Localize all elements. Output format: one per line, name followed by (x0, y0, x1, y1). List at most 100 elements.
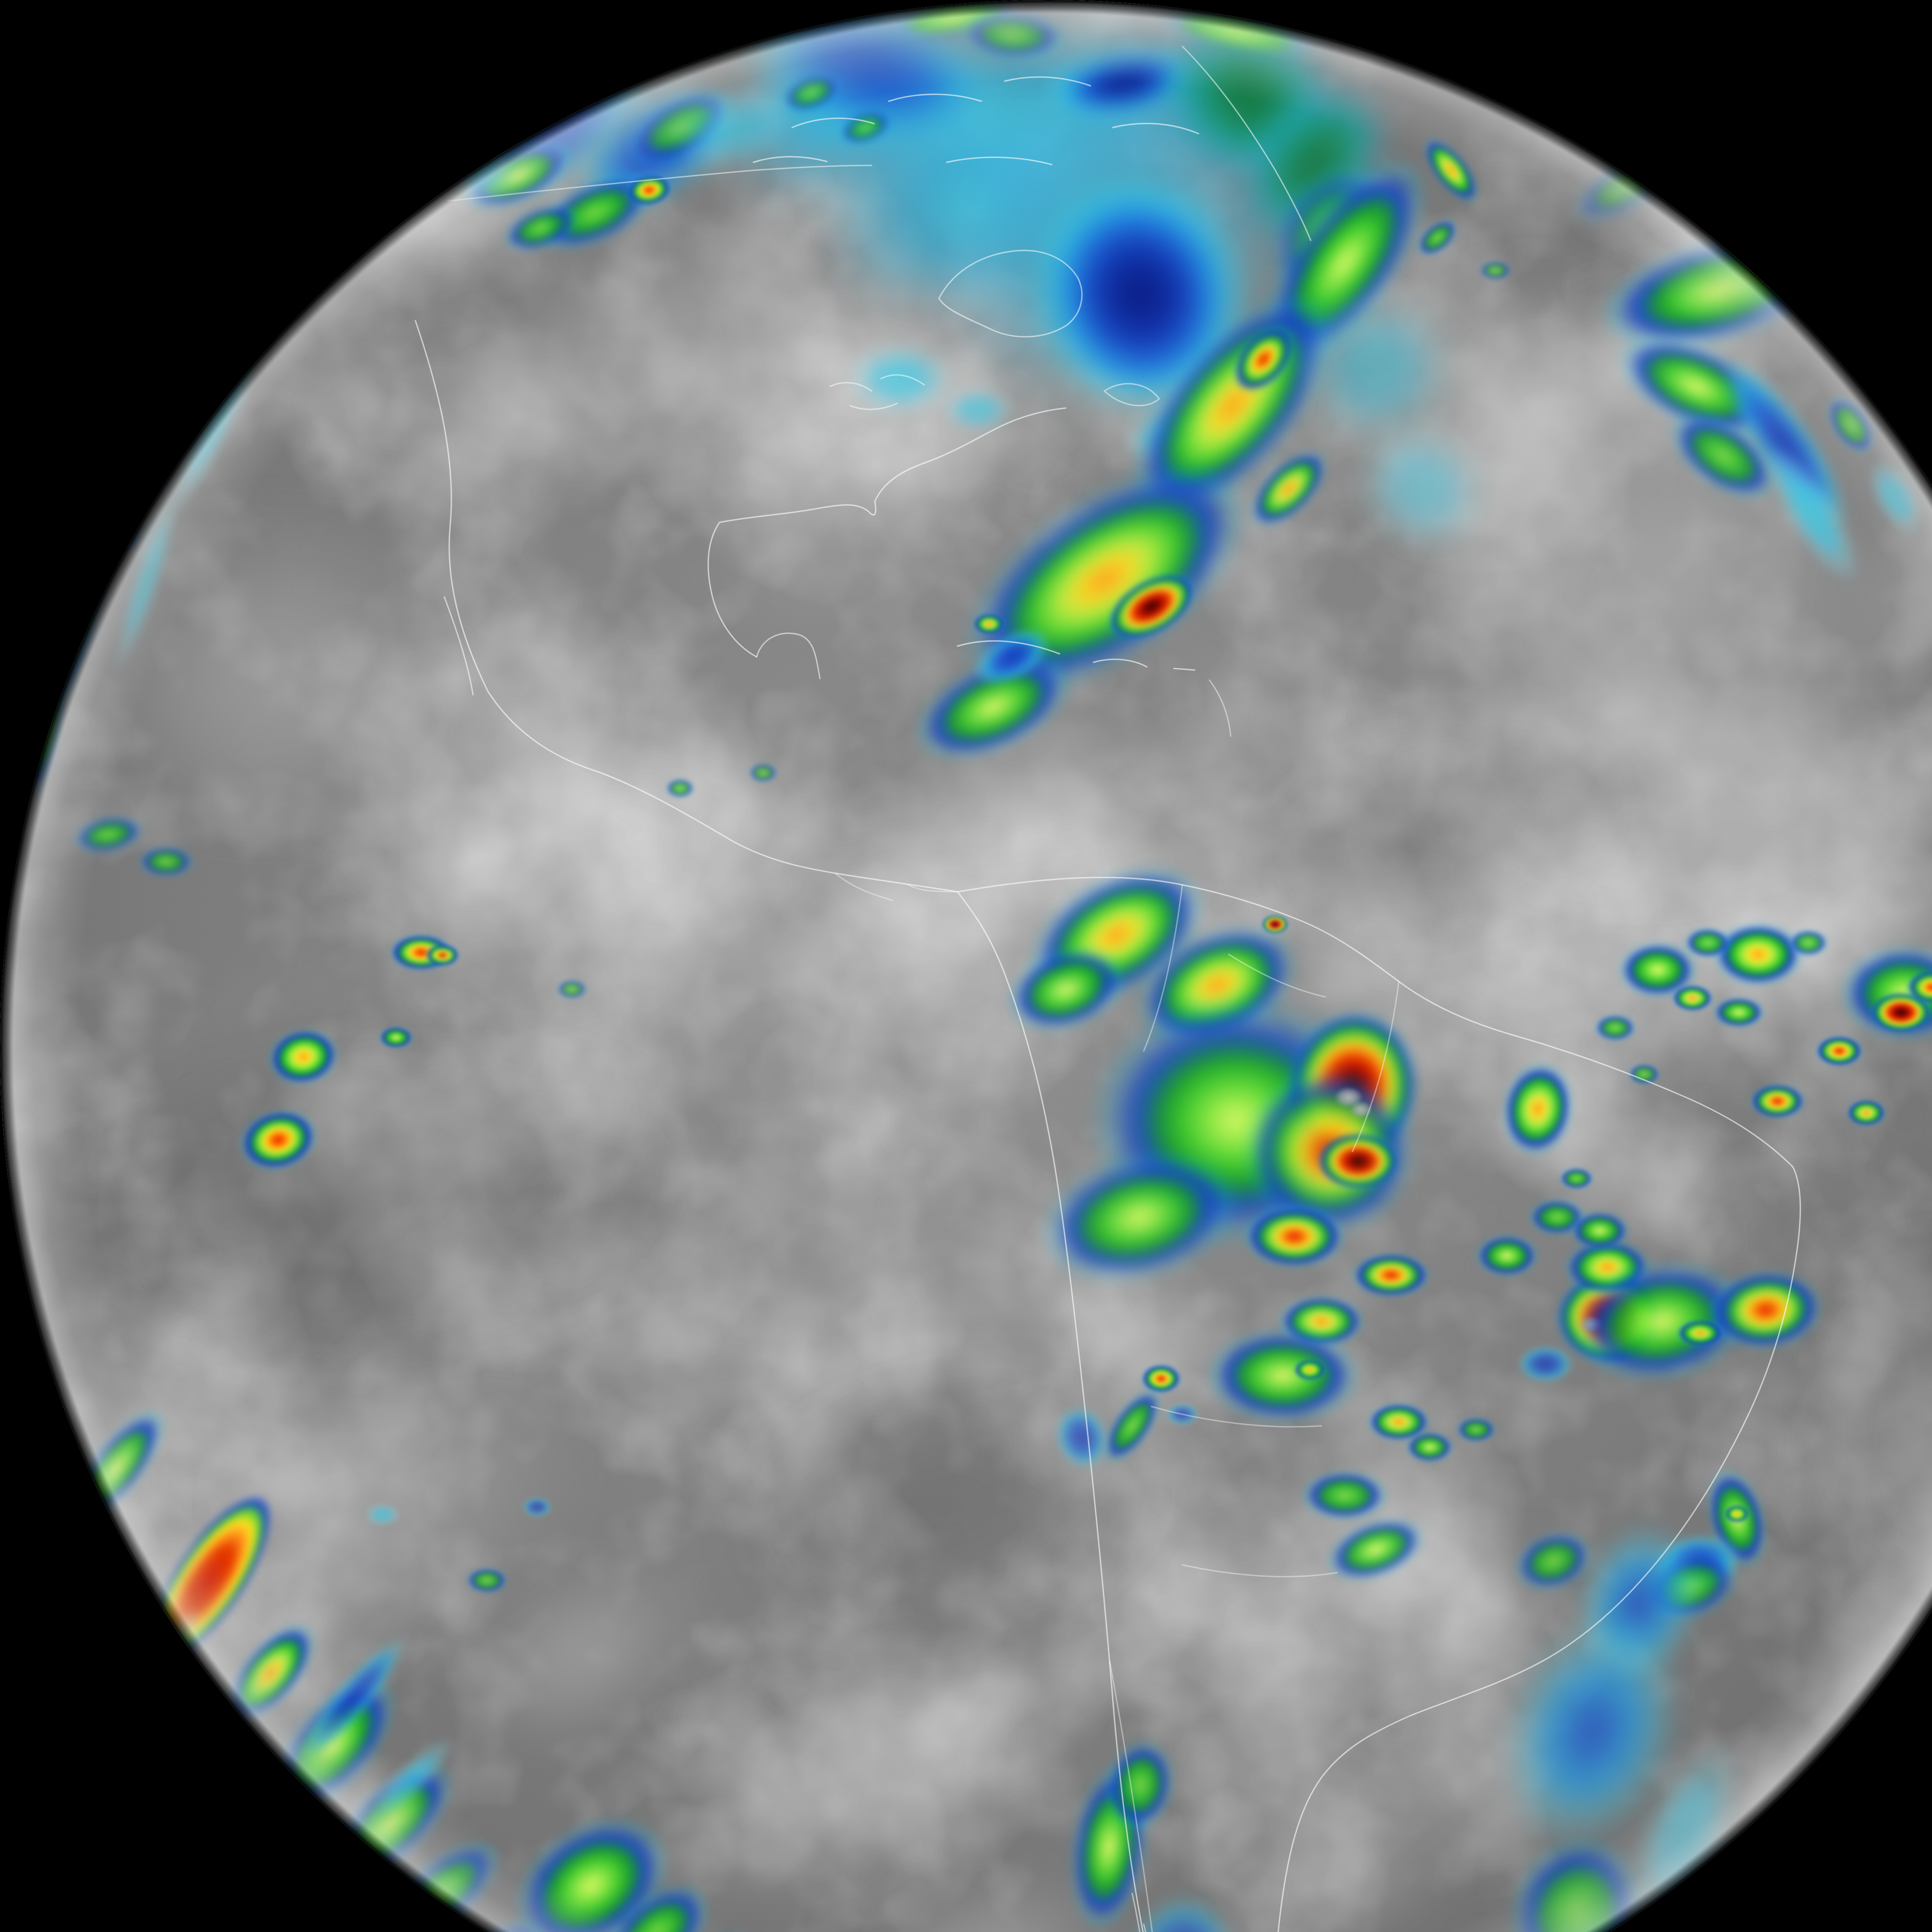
convective-cloud-cell (1787, 929, 1830, 957)
convective-cloud-cell (126, 285, 237, 449)
cold-cloud-blue (1165, 1403, 1200, 1426)
cold-cloud-deep-blue (1043, 37, 1206, 129)
strong-convective-cell (1094, 258, 1371, 553)
convective-cloud-cell (1478, 260, 1513, 281)
overshooting-top (1334, 1087, 1363, 1108)
cloud-features-layer (0, 0, 1932, 1932)
gray-cloud-mass (1341, 1597, 1635, 1918)
cold-cloud-blue (1045, 1397, 1119, 1478)
convective-cloud-cell (1231, 131, 1458, 394)
convective-cloud-cell (378, 1026, 415, 1049)
convective-cloud-cell (1569, 1211, 1631, 1251)
gray-cloud-mass (396, 150, 918, 545)
convective-cloud-cell (35, 520, 123, 716)
convective-cloud-cell (1474, 1234, 1540, 1278)
convective-cloud-cell (1027, 1131, 1253, 1303)
gray-cloud-mass (1774, 388, 1932, 772)
convective-cloud-cell (97, 451, 173, 515)
intense-convective-cell (1905, 969, 1932, 1006)
convective-cloud-cell (1091, 1378, 1173, 1473)
cirrus-cyan-patch (662, 72, 806, 183)
convective-cloud-cell (1593, 1014, 1638, 1043)
convective-cloud-cell (524, 158, 666, 267)
strong-convective-cell (924, 419, 1286, 740)
gray-cloud-mass (679, 412, 1060, 670)
cirrus-cyan-patch (1748, 432, 1877, 596)
strong-convective-cell (1563, 1238, 1652, 1296)
strong-convective-cell (1277, 1294, 1366, 1349)
gray-cloud-mass (1277, 172, 1932, 988)
limb-green-band (889, 0, 1020, 43)
strong-convective-cell (972, 612, 1007, 636)
convective-cloud-cell (1409, 210, 1466, 265)
frontal-band-blue (1557, 1507, 1719, 1700)
convective-cloud-cell (833, 102, 898, 153)
convective-cloud-cell (16, 644, 75, 802)
convective-cloud-cell (137, 845, 195, 878)
cold-cloud-deep-blue (1008, 151, 1272, 437)
cold-cloud-blue (964, 616, 1061, 698)
cold-cloud-blue (1702, 342, 1869, 546)
cirrus-cyan-patch (1261, 253, 1490, 481)
convective-cloud-cell (1627, 1063, 1662, 1086)
convective-cloud-cell (556, 979, 588, 1000)
strong-convective-cell (1004, 837, 1229, 1034)
cold-cloud-blue (1118, 1885, 1246, 1932)
cirrus-cyan-patch (1604, 1726, 1765, 1932)
strong-convective-cell (1366, 1402, 1432, 1442)
extreme-convective-core (1262, 915, 1289, 934)
strong-convective-cell (1675, 1319, 1725, 1348)
convective-cloud-cell (1602, 314, 1791, 459)
convective-cloud-cell (586, 1864, 728, 1932)
strong-convective-cell (1845, 1099, 1888, 1128)
convective-cloud-cell (774, 64, 849, 121)
cirrus-cyan-patch (430, 115, 528, 218)
gray-cloud-mass (1757, 1575, 1932, 1787)
strong-convective-cell (1712, 922, 1804, 987)
convective-cloud-cell (1587, 207, 1852, 372)
cirrus-cyan-patch (354, 1726, 465, 1837)
cold-cloud-blue (522, 1497, 553, 1518)
convective-cloud-cell (487, 1788, 695, 1932)
arctic-teal-cloud (1208, 51, 1420, 273)
clear-sky-dark-region (1242, 702, 1656, 959)
clear-sky-dark-region (804, 648, 1243, 859)
strong-convective-cell (1670, 984, 1715, 1013)
strong-convective-cell (1117, 900, 1317, 1070)
convective-cloud-cell (49, 1394, 182, 1543)
convective-cloud-cell (306, 1741, 474, 1906)
overshooting-top (1579, 1316, 1603, 1333)
convective-cloud-cell (665, 778, 696, 799)
convective-cloud-cell (496, 194, 587, 262)
convective-cloud-cell (1096, 1733, 1184, 1838)
cirrus-cyan-patch (1855, 449, 1932, 544)
extreme-convective-core (1317, 1132, 1400, 1190)
extreme-convective-core (1870, 992, 1932, 1033)
earth-globe (0, 0, 1932, 1932)
convective-cloud-cell (69, 810, 148, 859)
convective-cloud-cell (1839, 945, 1932, 1041)
cirrus-cyan-patch (119, 1599, 213, 1725)
cold-cloud-blue (1517, 1345, 1575, 1383)
extreme-convective-core (1555, 1271, 1663, 1364)
arctic-teal-cloud (1122, 0, 1374, 218)
convective-cloud-cell (1564, 1247, 1760, 1396)
cirrus-cyan-patch (941, 386, 1014, 433)
convective-cloud-cell (1505, 1520, 1602, 1602)
cirrus-cyan-patch (104, 483, 189, 675)
gray-cloud-mass (1292, 210, 1722, 602)
space-background (0, 0, 1932, 1932)
cirrus-cyan-patch (1836, 1765, 1912, 1837)
arctic-cyan-field (688, 0, 1321, 243)
convective-cloud-cell (1696, 1461, 1779, 1577)
convective-cloud-cell (957, 6, 1068, 63)
convective-cloud-cell (1712, 996, 1766, 1029)
arctic-cyan-field (905, 63, 1320, 432)
convective-cloud-cell (1300, 1469, 1389, 1522)
strong-convective-cell (1412, 128, 1490, 213)
cold-cloud-blue (445, 27, 675, 228)
strong-convective-cell (209, 1607, 333, 1739)
clear-sky-dark-region (1777, 1217, 1932, 1642)
cirrus-cyan-patch (1329, 394, 1515, 580)
intense-convective-cell (622, 170, 676, 210)
